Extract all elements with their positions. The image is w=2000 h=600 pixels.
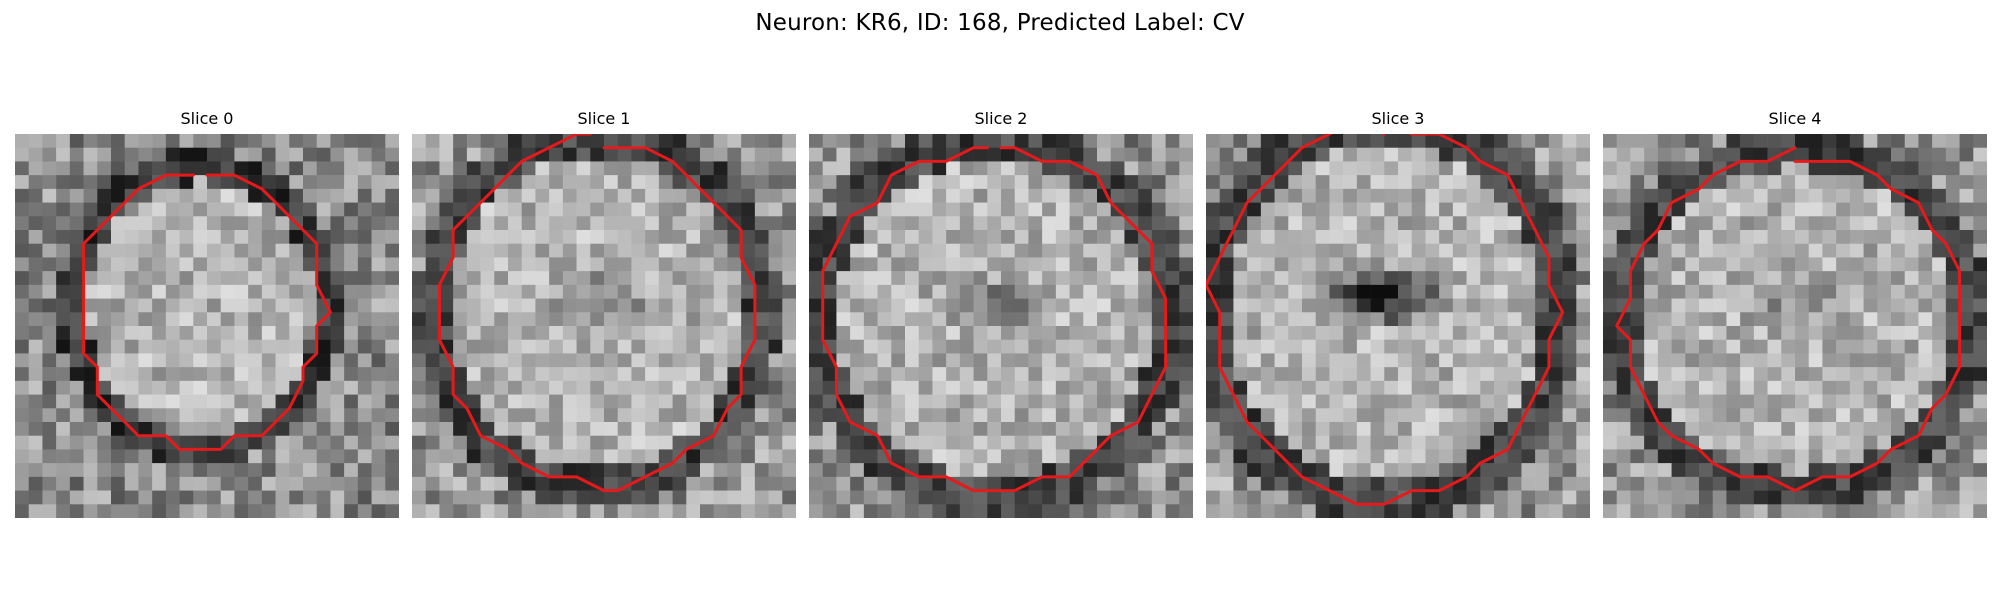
cell-contour-1: [437, 134, 757, 493]
slice-title-0: Slice 0: [180, 109, 234, 128]
cell-contour-4: [1615, 146, 1962, 493]
cell-contour-2: [821, 146, 1168, 493]
slice-image-0: [15, 134, 399, 518]
slice-image-2: [809, 134, 1193, 518]
grayscale-pixels-1: [412, 134, 796, 518]
slice-image-1: [412, 134, 796, 518]
slice-panel-3: Slice 3: [1206, 108, 1590, 520]
slice-title-1: Slice 1: [577, 109, 631, 128]
slice-panel-0: Slice 0: [15, 108, 399, 520]
cell-contour-0: [82, 173, 332, 451]
slice-title-4: Slice 4: [1768, 109, 1822, 128]
grayscale-pixels-3: [1206, 134, 1590, 518]
slice-image-4: [1603, 134, 1987, 518]
slice-title-3: Slice 3: [1371, 109, 1425, 128]
slice-image-3: [1206, 134, 1590, 518]
grayscale-pixels-4: [1603, 134, 1987, 518]
grayscale-pixels-2: [809, 134, 1193, 518]
slice-panel-4: Slice 4: [1603, 108, 1987, 520]
cell-contour-3: [1206, 134, 1565, 506]
slice-title-2: Slice 2: [974, 109, 1028, 128]
slice-panel-2: Slice 2: [809, 108, 1193, 520]
grayscale-pixels-0: [15, 134, 399, 518]
slice-panel-1: Slice 1: [412, 108, 796, 520]
figure-title: Neuron: KR6, ID: 168, Predicted Label: C…: [755, 10, 1245, 36]
